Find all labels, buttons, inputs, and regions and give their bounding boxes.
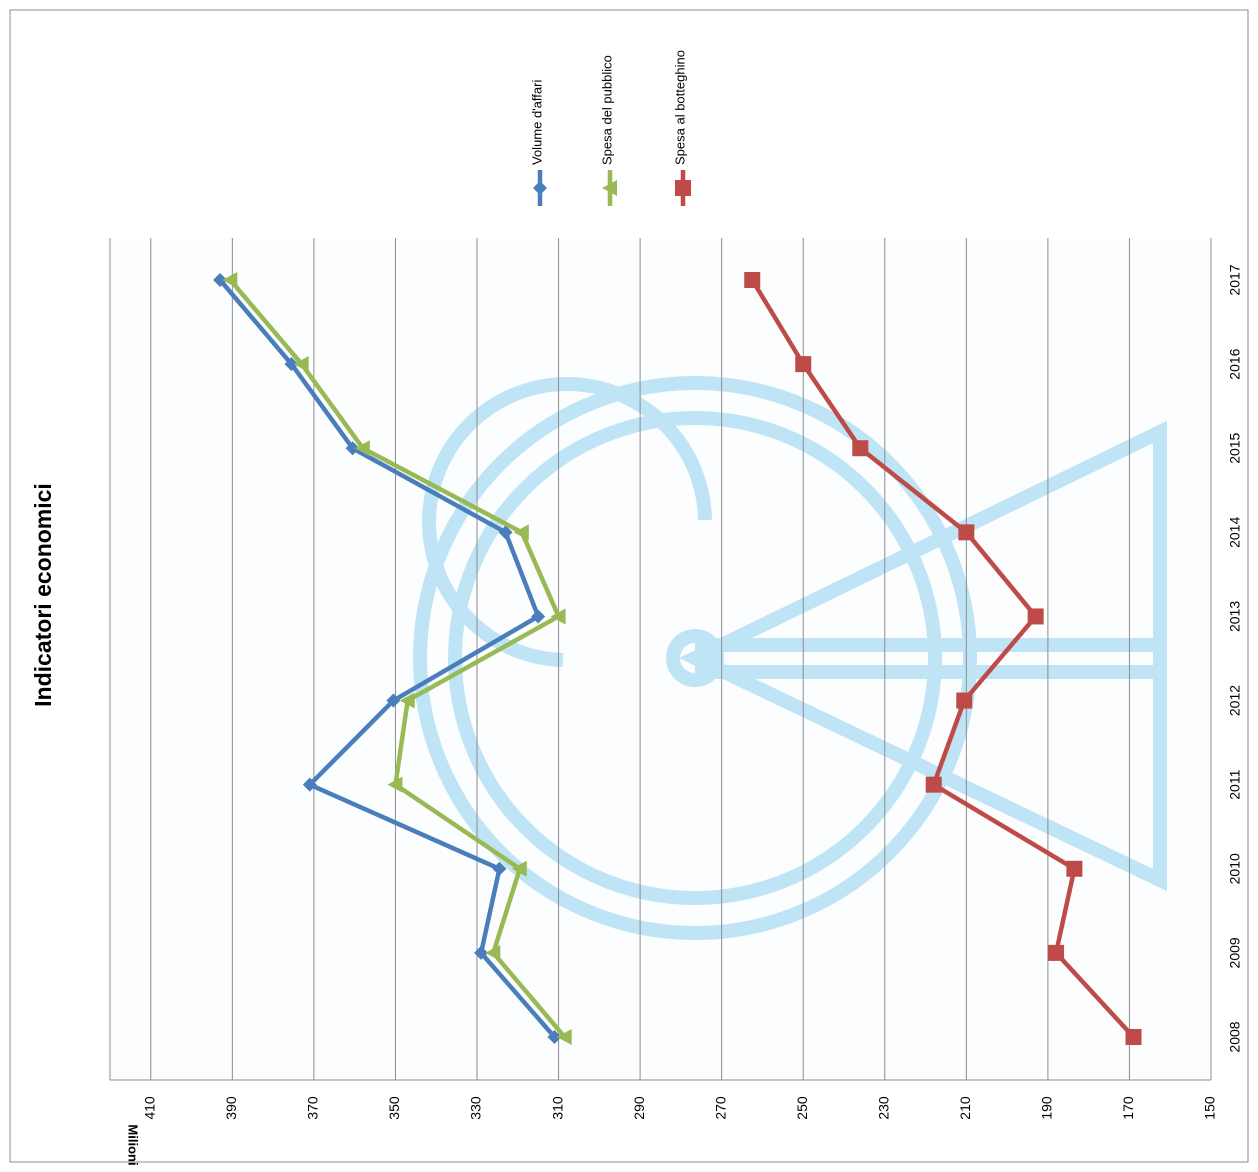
marker <box>602 180 617 196</box>
marker <box>956 692 973 709</box>
chart-title: Indicatori economici <box>30 483 56 707</box>
x-tick-label: 2009 <box>1227 937 1243 968</box>
marker <box>531 609 546 624</box>
y-tick-label: 270 <box>712 1096 728 1120</box>
watermark <box>413 376 1167 940</box>
marker <box>399 692 415 709</box>
legend-label: Spesa del pubblico <box>599 55 614 165</box>
y-tick-label: 370 <box>305 1096 321 1120</box>
marker <box>511 860 527 877</box>
series-line <box>228 278 567 1039</box>
marker <box>485 944 501 961</box>
marker <box>958 524 975 541</box>
x-tick-label: 2012 <box>1227 685 1243 716</box>
marker <box>498 525 513 540</box>
y-tick-label: 230 <box>875 1096 891 1120</box>
y-tick-label: 170 <box>1120 1096 1136 1120</box>
marker <box>533 181 547 195</box>
x-tick-label: 2015 <box>1227 432 1243 463</box>
y-tick-label: 350 <box>386 1096 402 1120</box>
x-tick-label: 2017 <box>1227 264 1243 295</box>
y-tick-label: 150 <box>1202 1096 1218 1120</box>
y-tick-label: 390 <box>223 1096 239 1120</box>
marker <box>513 524 529 541</box>
y-tick-label: 330 <box>468 1096 484 1120</box>
marker <box>795 356 812 373</box>
legend-label: Volume d'affari <box>529 80 544 165</box>
marker <box>852 440 869 457</box>
y-tick-label: 190 <box>1039 1096 1055 1120</box>
marker <box>547 1030 562 1044</box>
x-tick-label: 2010 <box>1227 853 1243 884</box>
marker <box>675 180 691 196</box>
y-tick-label: 210 <box>957 1096 973 1120</box>
marker <box>1066 860 1083 877</box>
x-tick-label: 2014 <box>1227 517 1243 548</box>
x-tick-label: 2008 <box>1227 1021 1243 1052</box>
axis-title: Milioni <box>126 1124 141 1165</box>
marker <box>550 608 566 625</box>
marker <box>1027 608 1044 625</box>
plot-area <box>110 238 1211 1080</box>
x-tick-label: 2016 <box>1227 348 1243 379</box>
y-tick-label: 310 <box>549 1096 565 1120</box>
x-tick-label: 2011 <box>1227 769 1243 799</box>
marker <box>1125 1029 1142 1045</box>
marker <box>925 776 942 793</box>
marker <box>345 441 360 456</box>
marker <box>474 945 489 960</box>
marker <box>386 693 401 708</box>
marker <box>284 357 299 372</box>
marker <box>492 861 507 876</box>
marker <box>744 272 761 288</box>
marker <box>293 356 309 373</box>
legend-label: Spesa al botteghino <box>672 50 687 165</box>
x-tick-label: 2013 <box>1227 601 1243 632</box>
marker <box>1048 944 1065 961</box>
marker <box>213 273 228 287</box>
marker <box>222 272 238 288</box>
marker <box>354 440 370 457</box>
marker <box>556 1029 572 1045</box>
series-line <box>218 278 557 1039</box>
y-tick-label: 250 <box>794 1096 810 1120</box>
y-tick-label: 410 <box>141 1096 157 1120</box>
y-tick-label: 290 <box>631 1096 647 1120</box>
series-line <box>750 278 1136 1039</box>
marker <box>302 777 317 792</box>
marker <box>387 776 403 793</box>
